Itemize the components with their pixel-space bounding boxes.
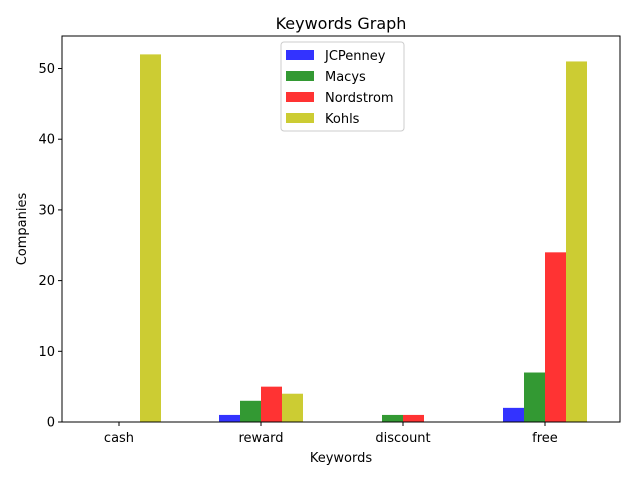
legend-box xyxy=(280,41,405,132)
x-tick-label: discount xyxy=(375,431,430,446)
y-tick-label: 50 xyxy=(38,62,55,77)
y-tick-label: 30 xyxy=(38,203,55,218)
chart-title: Keywords Graph xyxy=(276,14,407,33)
x-tick-label: free xyxy=(532,431,558,446)
y-tick-label: 20 xyxy=(38,274,55,289)
x-tick-label: reward xyxy=(238,431,283,446)
bar-kohls-reward xyxy=(282,393,303,422)
legend-items: JCPenney Macys Nordstrom Kohls xyxy=(286,49,394,127)
plot-area-frame xyxy=(61,35,621,423)
bar-nordstrom-free xyxy=(545,252,566,422)
bar-jcpenney-reward xyxy=(219,414,240,422)
y-tick-label: 10 xyxy=(38,345,55,360)
y-axis-label: Companies xyxy=(15,193,30,266)
legend-label-jcpenney: JCPenney xyxy=(324,49,386,64)
legend-swatch-nordstrom xyxy=(286,92,314,102)
y-tick-label: 40 xyxy=(38,133,55,148)
bar-nordstrom-reward xyxy=(261,386,282,422)
x-axis-ticks: cash reward discount free xyxy=(104,422,558,446)
legend-swatch-macys xyxy=(286,71,314,81)
bar-nordstrom-discount xyxy=(403,414,424,422)
x-tick-label: cash xyxy=(104,431,134,446)
bar-macys-discount xyxy=(382,414,403,422)
bar-macys-reward xyxy=(240,400,261,422)
y-axis-ticks: 0 10 20 30 40 50 xyxy=(38,62,62,431)
y-tick-label: 0 xyxy=(47,416,55,431)
legend: JCPenney Macys Nordstrom Kohls xyxy=(280,41,405,132)
x-axis-label: Keywords xyxy=(310,451,373,466)
bar-macys-free xyxy=(524,372,545,422)
legend-label-nordstrom: Nordstrom xyxy=(325,91,394,106)
bars-layer xyxy=(140,54,587,422)
bar-kohls-cash xyxy=(140,54,161,422)
legend-swatch-kohls xyxy=(286,113,314,123)
legend-swatch-jcpenney xyxy=(286,50,314,60)
legend-label-kohls: Kohls xyxy=(325,112,360,127)
legend-label-macys: Macys xyxy=(325,70,366,85)
bar-jcpenney-free xyxy=(503,407,524,422)
bar-kohls-free xyxy=(566,61,587,422)
